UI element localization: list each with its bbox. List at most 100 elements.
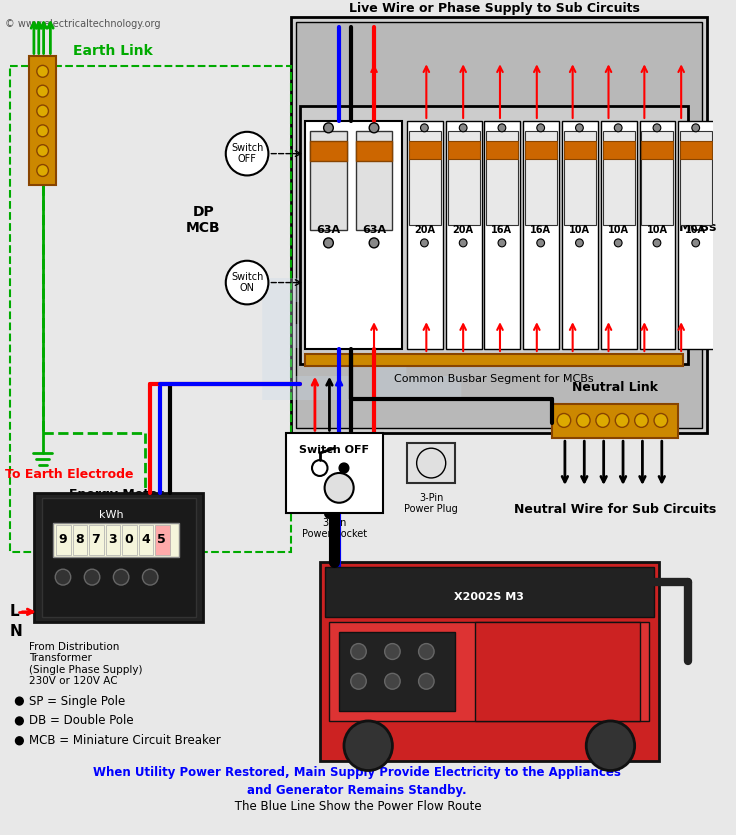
Bar [89,524,104,555]
Text: Earth Link: Earth Link [73,44,152,58]
Circle shape [113,569,129,585]
Text: 9: 9 [59,533,67,546]
Text: To Earth Electrode: To Earth Electrode [5,468,133,481]
Bar [29,57,56,185]
Circle shape [419,644,434,660]
Text: Live Wire or Phase Supply to Sub Circuits: Live Wire or Phase Supply to Sub Circuit… [349,2,640,15]
Bar [447,141,480,159]
Circle shape [324,238,333,248]
Circle shape [557,413,570,428]
Text: 16A: 16A [492,225,512,235]
Text: Switch OFF: Switch OFF [300,445,369,455]
Circle shape [226,261,269,305]
Text: L: L [10,605,19,620]
Text: 3: 3 [108,533,117,546]
Circle shape [37,164,49,176]
Circle shape [339,463,349,473]
Circle shape [312,460,328,476]
Text: SP = Single Pole: SP = Single Pole [29,695,125,707]
Bar [319,562,659,761]
Circle shape [537,239,545,247]
Text: EL: EL [247,272,467,436]
Circle shape [654,413,668,428]
Bar [53,523,180,557]
Text: DP
MCB: DP MCB [186,205,221,235]
Circle shape [85,569,100,585]
Bar [484,121,520,349]
Bar [680,141,712,159]
Circle shape [369,123,379,133]
Text: Energy Meter: Energy Meter [69,488,163,501]
Circle shape [459,239,467,247]
Bar [355,141,392,160]
Text: DP
MCBs: DP MCBs [679,206,717,234]
Bar [447,131,480,225]
Circle shape [385,673,400,689]
Text: 63A: 63A [316,225,341,235]
Text: 5: 5 [158,533,166,546]
Text: 10A: 10A [685,225,707,235]
Circle shape [37,105,49,117]
Circle shape [576,239,584,247]
Bar [105,524,120,555]
Bar [552,403,679,438]
Text: 16A: 16A [530,225,551,235]
Circle shape [143,569,158,585]
Bar [562,121,598,349]
Circle shape [15,717,24,725]
Bar [564,131,596,225]
Bar [310,131,347,230]
Text: When Utility Power Restored, Main Supply Provide Electricity to the Appliances
a: When Utility Power Restored, Main Supply… [93,766,620,797]
Text: 7: 7 [91,533,100,546]
Bar [679,121,714,349]
Circle shape [55,569,71,585]
Circle shape [692,124,700,132]
Circle shape [37,65,49,78]
Bar [526,131,557,225]
Circle shape [615,124,622,132]
Bar [42,498,196,617]
Text: From Distribution
Transformer
(Single Phase Supply)
230V or 120V AC: From Distribution Transformer (Single Ph… [29,641,143,686]
Bar [56,524,71,555]
Circle shape [576,413,590,428]
Circle shape [37,144,49,157]
Circle shape [615,239,622,247]
Bar [330,622,649,721]
Bar [325,567,654,617]
Bar [486,131,518,225]
Circle shape [420,124,428,132]
Bar [486,141,518,159]
Text: © www.electricaltechnology.org: © www.electricaltechnology.org [5,18,160,28]
Circle shape [576,124,584,132]
Bar [642,141,673,159]
Bar [640,121,676,349]
Text: 63A: 63A [362,225,386,235]
Bar [407,443,456,483]
Bar [122,524,137,555]
Circle shape [420,239,428,247]
Text: DB = Double Pole: DB = Double Pole [29,715,134,727]
Text: Switch
ON: Switch ON [231,271,263,293]
Bar [296,22,702,428]
Circle shape [419,673,434,689]
Bar [355,131,392,230]
Text: 3-Pin
Power Socket: 3-Pin Power Socket [302,518,367,539]
Text: MCB = Miniature Circuit Breaker: MCB = Miniature Circuit Breaker [29,734,221,747]
Bar [300,106,688,364]
Circle shape [459,124,467,132]
Bar [286,433,383,513]
Circle shape [37,85,49,97]
Text: 4: 4 [141,533,149,546]
Circle shape [615,413,629,428]
Bar [73,524,87,555]
Text: 10A: 10A [608,225,629,235]
Circle shape [226,132,269,175]
Text: 8: 8 [75,533,84,546]
Circle shape [351,673,367,689]
Bar [523,121,559,349]
Circle shape [344,721,392,771]
Bar [305,121,402,349]
Text: 20A: 20A [453,225,474,235]
Circle shape [653,124,661,132]
Bar [409,131,441,225]
